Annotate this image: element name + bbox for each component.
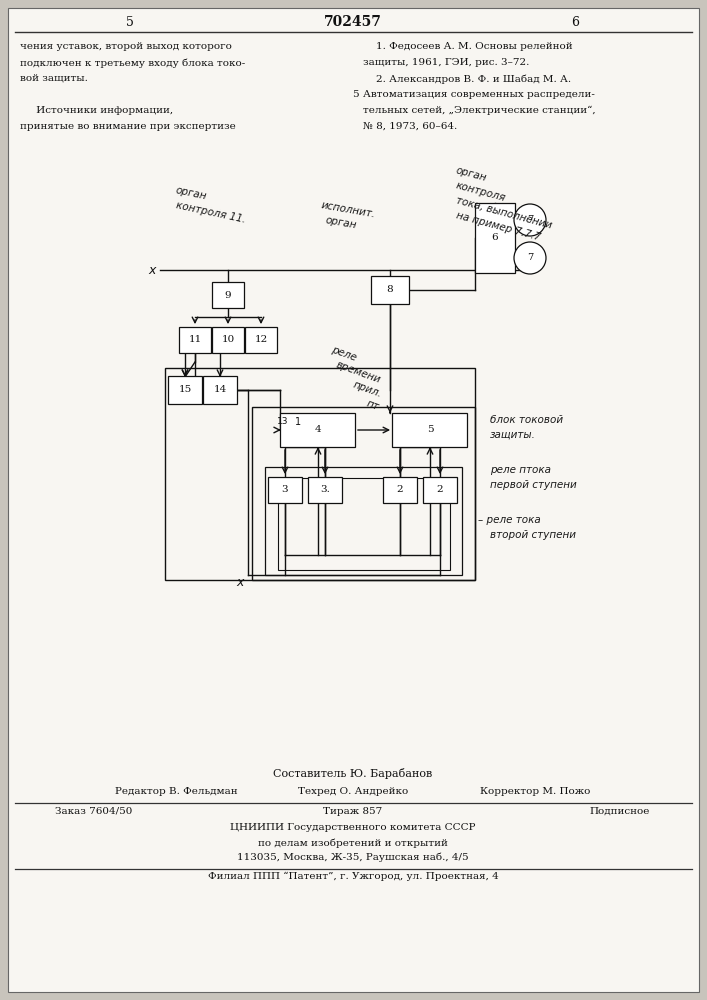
Text: защиты.: защиты. — [490, 430, 536, 440]
Bar — [278, 478, 450, 570]
Text: тельных сетей, „Электрические станции“,: тельных сетей, „Электрические станции“, — [363, 106, 595, 115]
Text: реле птока: реле птока — [490, 465, 551, 475]
Bar — [245, 327, 277, 353]
Text: исполнит.: исполнит. — [320, 200, 376, 219]
Bar — [168, 376, 202, 404]
Text: Составитель Ю. Барабанов: Составитель Ю. Барабанов — [274, 768, 433, 779]
Text: Корректор М. Пожо: Корректор М. Пожо — [479, 787, 590, 796]
Text: 7: 7 — [527, 216, 533, 225]
Text: 9: 9 — [225, 290, 231, 300]
Text: Подписное: Подписное — [590, 807, 650, 816]
Bar — [212, 282, 244, 308]
Text: 113035, Москва, Ж-35, Раушская наб., 4/5: 113035, Москва, Ж-35, Раушская наб., 4/5 — [237, 853, 469, 862]
Text: x: x — [236, 576, 244, 589]
Text: вой защиты.: вой защиты. — [20, 74, 88, 83]
Text: блок токовой: блок токовой — [490, 415, 563, 425]
Text: 5: 5 — [352, 90, 358, 99]
Text: чения уставок, второй выход которого: чения уставок, второй выход которого — [20, 42, 232, 51]
Bar — [268, 477, 302, 503]
Text: 7: 7 — [527, 253, 533, 262]
Text: на пример 7.7.7: на пример 7.7.7 — [455, 210, 542, 242]
Text: 14: 14 — [214, 385, 227, 394]
Bar — [265, 467, 462, 575]
Text: 15: 15 — [178, 385, 192, 394]
Text: 10: 10 — [221, 336, 235, 344]
Bar — [212, 327, 244, 353]
Text: контроля: контроля — [455, 180, 507, 203]
Bar — [423, 477, 457, 503]
Bar — [165, 368, 475, 580]
Text: Заказ 7604/50: Заказ 7604/50 — [55, 807, 132, 816]
Text: 8: 8 — [387, 286, 393, 294]
Text: защиты, 1961, ГЭИ, рис. 3–72.: защиты, 1961, ГЭИ, рис. 3–72. — [363, 58, 530, 67]
Bar — [475, 203, 515, 273]
Bar — [371, 276, 409, 304]
Text: – реле тока: – реле тока — [478, 515, 541, 525]
Text: 2: 2 — [397, 486, 403, 494]
Bar — [252, 407, 475, 580]
Bar — [203, 376, 237, 404]
Text: 12: 12 — [255, 336, 268, 344]
Text: 2. Александров В. Ф. и Шабад М. А.: 2. Александров В. Ф. и Шабад М. А. — [363, 74, 571, 84]
Text: Редактор В. Фельдман: Редактор В. Фельдман — [115, 787, 238, 796]
Bar — [383, 477, 417, 503]
Text: 5: 5 — [427, 426, 433, 434]
Text: контроля 11.: контроля 11. — [175, 200, 247, 225]
Text: 3: 3 — [281, 486, 288, 494]
Text: x: x — [148, 263, 156, 276]
Text: № 8, 1973, 60–64.: № 8, 1973, 60–64. — [363, 122, 457, 131]
Text: орган: орган — [325, 215, 358, 230]
Bar — [281, 413, 356, 447]
Text: 6: 6 — [571, 15, 579, 28]
Text: 4: 4 — [315, 426, 321, 434]
Text: времени: времени — [335, 360, 382, 385]
Text: 702457: 702457 — [324, 15, 382, 29]
Text: орган: орган — [175, 185, 208, 201]
Text: пт: пт — [365, 398, 380, 412]
Text: прил.: прил. — [352, 380, 384, 400]
Text: 13: 13 — [277, 418, 288, 426]
Text: 2: 2 — [437, 486, 443, 494]
Text: 11: 11 — [188, 336, 201, 344]
Text: подключен к третьему входу блока токо-: подключен к третьему входу блока токо- — [20, 58, 245, 68]
Bar — [392, 413, 467, 447]
Bar — [308, 477, 342, 503]
Text: Филиал ППП “Патент”, г. Ужгород, ул. Проектная, 4: Филиал ППП “Патент”, г. Ужгород, ул. Про… — [208, 872, 498, 881]
Text: орган: орган — [455, 165, 488, 183]
Text: 1. Федосеев А. М. Основы релейной: 1. Федосеев А. М. Основы релейной — [363, 42, 573, 51]
Circle shape — [514, 204, 546, 236]
Text: Тираж 857: Тираж 857 — [323, 807, 382, 816]
Text: ЦНИИПИ Государственного комитета СССР: ЦНИИПИ Государственного комитета СССР — [230, 823, 476, 832]
Text: 1: 1 — [295, 417, 301, 427]
Text: по делам изобретений и открытий: по делам изобретений и открытий — [258, 838, 448, 848]
Text: 6: 6 — [491, 233, 498, 242]
Text: 3.: 3. — [320, 486, 330, 494]
Text: Автоматизация современных распредели-: Автоматизация современных распредели- — [363, 90, 595, 99]
Text: второй ступени: второй ступени — [490, 530, 576, 540]
Text: 5: 5 — [126, 15, 134, 28]
Text: принятые во внимание при экспертизе: принятые во внимание при экспертизе — [20, 122, 235, 131]
Text: первой ступени: первой ступени — [490, 480, 577, 490]
Text: Техред О. Андрейко: Техред О. Андрейко — [298, 787, 408, 796]
Text: Источники информации,: Источники информации, — [20, 106, 173, 115]
Text: тока, выполнении: тока, выполнении — [455, 195, 553, 230]
Bar — [179, 327, 211, 353]
Text: реле: реле — [330, 345, 358, 363]
Circle shape — [514, 242, 546, 274]
